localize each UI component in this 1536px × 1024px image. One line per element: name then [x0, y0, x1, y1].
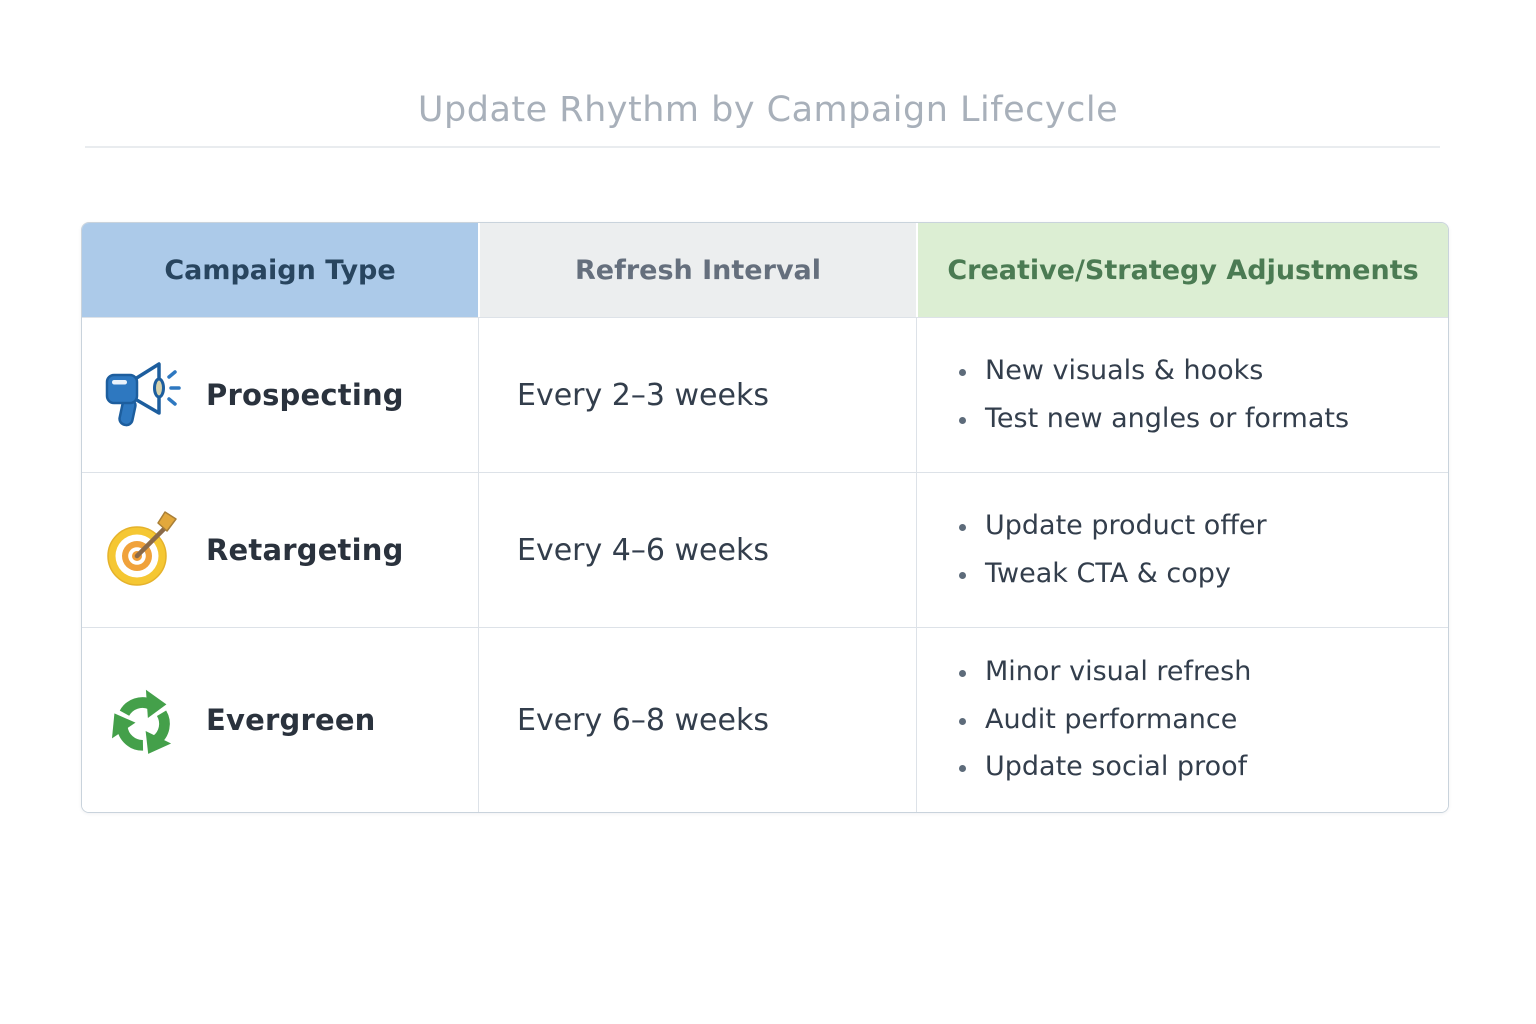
- refresh-interval-value: Every 4–6 weeks: [478, 472, 916, 627]
- megaphone-icon: [100, 356, 186, 434]
- target-icon: [100, 511, 186, 589]
- recycle-icon: [100, 681, 186, 759]
- campaign-type-label: Prospecting: [206, 378, 404, 412]
- adjustments-cell: New visuals & hooks Test new angles or f…: [916, 317, 1448, 472]
- adjustment-item: Audit performance: [979, 702, 1428, 738]
- adjustment-item: Update product offer: [979, 508, 1428, 544]
- table-row-evergreen-type-cell: Evergreen: [82, 627, 478, 812]
- adjustment-item: Update social proof: [979, 749, 1428, 785]
- title-divider: [85, 146, 1440, 148]
- campaign-type-label: Evergreen: [206, 703, 376, 737]
- page-title: Update Rhythm by Campaign Lifecycle: [417, 90, 1119, 130]
- header-campaign-type: Campaign Type: [82, 223, 478, 317]
- table-row-retargeting-type-cell: Retargeting: [82, 472, 478, 627]
- adjustments-cell: Update product offer Tweak CTA & copy: [916, 472, 1448, 627]
- adjustment-item: New visuals & hooks: [979, 353, 1428, 389]
- table-row-prospecting-type-cell: Prospecting: [82, 317, 478, 472]
- adjustment-item: Tweak CTA & copy: [979, 556, 1428, 592]
- adjustments-list: Update product offer Tweak CTA & copy: [917, 497, 1428, 603]
- campaign-type-label: Retargeting: [206, 533, 404, 567]
- adjustments-list: Minor visual refresh Audit performance U…: [917, 643, 1428, 796]
- refresh-interval-value: Every 6–8 weeks: [478, 627, 916, 812]
- header-refresh-interval: Refresh Interval: [478, 223, 916, 317]
- adjustment-item: Minor visual refresh: [979, 654, 1428, 690]
- refresh-interval-value: Every 2–3 weeks: [478, 317, 916, 472]
- campaign-lifecycle-table: Campaign Type Refresh Interval Creative/…: [81, 222, 1449, 813]
- header-creative-strategy-adjustments: Creative/Strategy Adjustments: [916, 223, 1448, 317]
- adjustments-cell: Minor visual refresh Audit performance U…: [916, 627, 1448, 812]
- adjustment-item: Test new angles or formats: [979, 401, 1428, 437]
- adjustments-list: New visuals & hooks Test new angles or f…: [917, 342, 1428, 448]
